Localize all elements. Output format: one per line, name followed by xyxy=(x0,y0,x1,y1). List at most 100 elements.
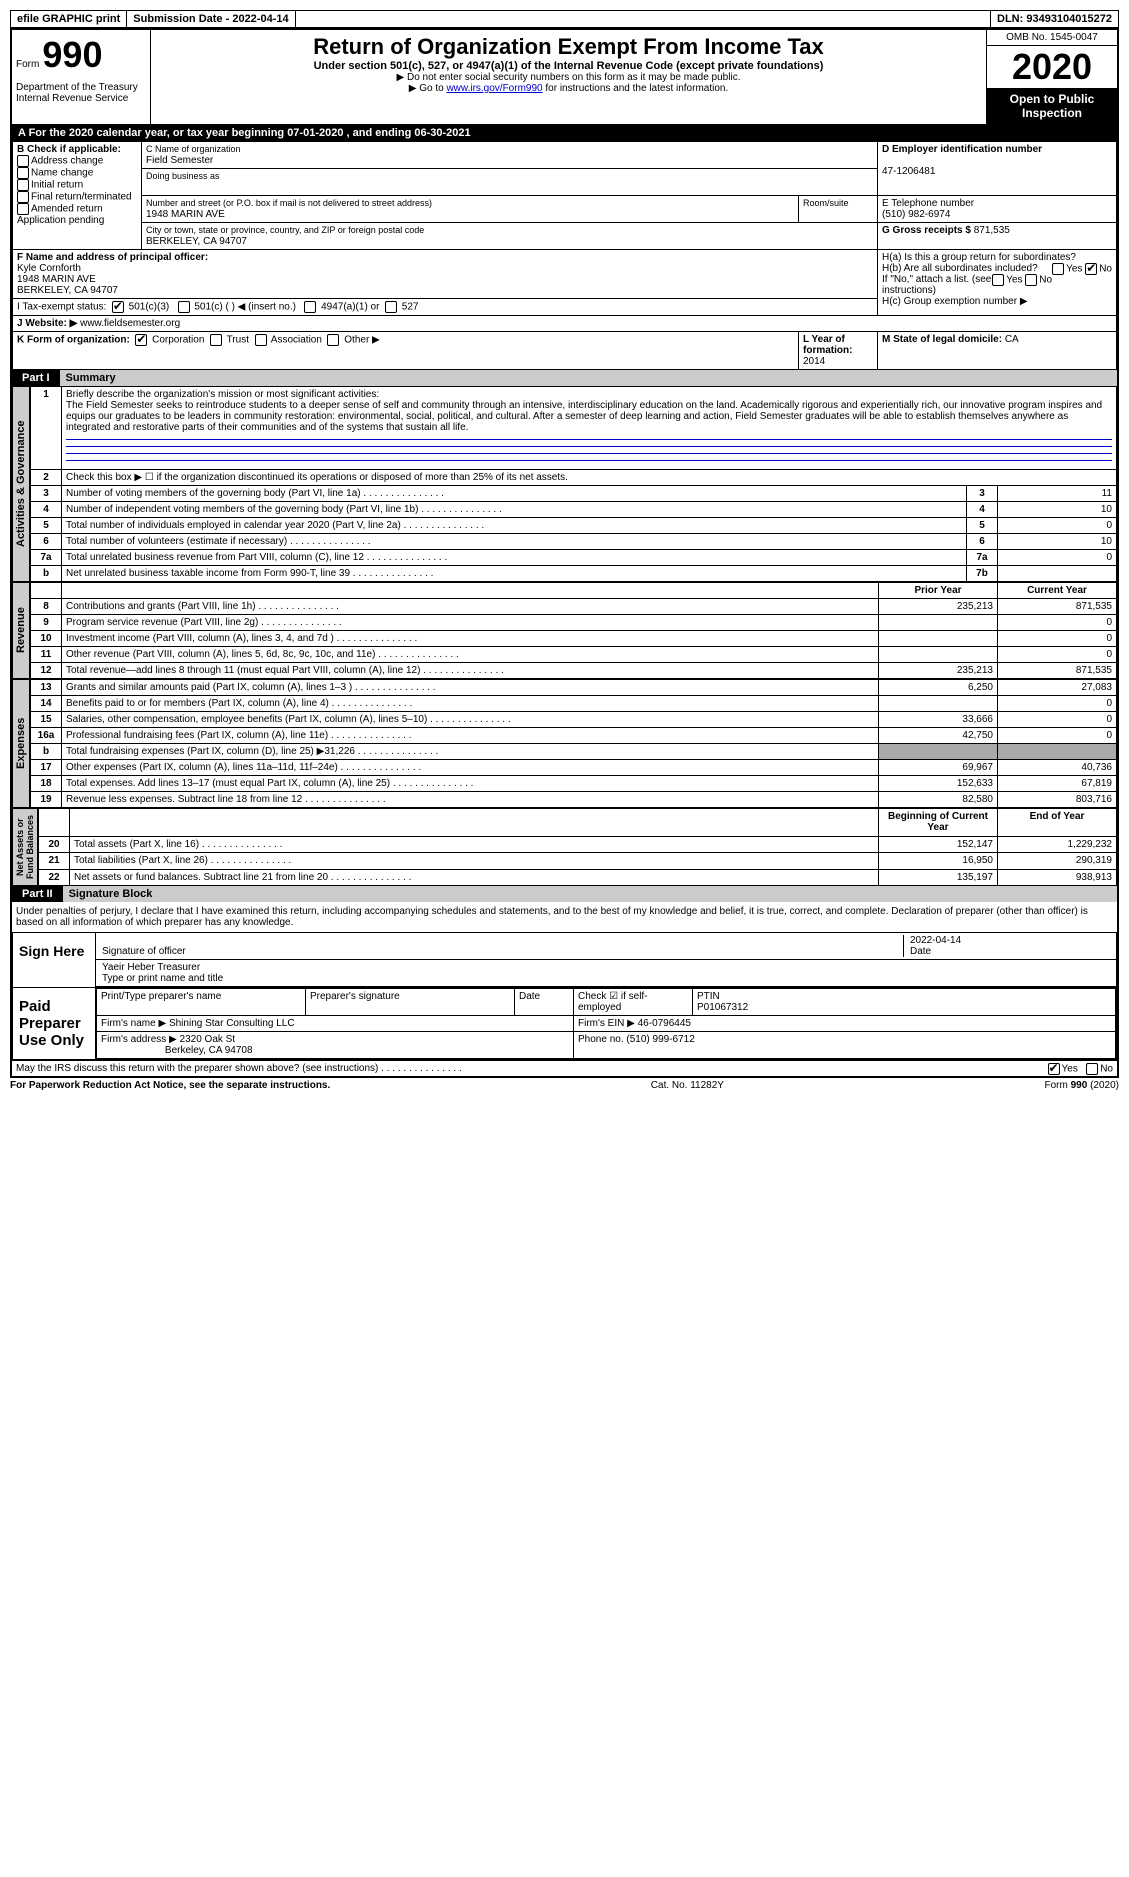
summary-row: 8Contributions and grants (Part VIII, li… xyxy=(31,599,1117,615)
col-begin: Beginning of Current Year xyxy=(888,811,988,833)
sign-here: Sign Here xyxy=(13,933,95,987)
summary-row: 12Total revenue—add lines 8 through 11 (… xyxy=(31,663,1117,679)
psig-label: Preparer's signature xyxy=(306,989,515,1016)
domicile: CA xyxy=(1005,334,1019,345)
col-end: End of Year xyxy=(1030,811,1085,822)
mission-label: Briefly describe the organization's miss… xyxy=(66,389,379,400)
officer-city: BERKELEY, CA 94707 xyxy=(17,285,118,296)
box-b-heading: B Check if applicable: xyxy=(17,144,121,155)
ha-label: H(a) Is this a group return for subordin… xyxy=(882,252,1076,263)
line2: Check this box ▶ ☐ if the organization d… xyxy=(62,470,1117,486)
summary-row: 13Grants and similar amounts paid (Part … xyxy=(31,680,1117,696)
hb-note: If "No," attach a list. (see instruction… xyxy=(882,274,991,296)
form-title: Return of Organization Exempt From Incom… xyxy=(155,34,982,60)
summary-row: 5Total number of individuals employed in… xyxy=(31,518,1117,534)
efile-label: efile GRAPHIC print xyxy=(11,11,127,27)
year-formation: 2014 xyxy=(803,356,825,367)
summary-row: 20Total assets (Part X, line 16)152,1471… xyxy=(39,836,1117,852)
sig-officer-label: Signature of officer xyxy=(102,946,186,957)
label-ein: D Employer identification number xyxy=(882,144,1042,155)
form-number: 990 xyxy=(42,34,102,75)
label-street: Number and street (or P.O. box if mail i… xyxy=(146,198,432,208)
submission-date: Submission Date - 2022-04-14 xyxy=(127,11,295,27)
officer-name: Kyle Cornforth xyxy=(17,263,81,274)
label-netassets: Net Assets or Fund Balances xyxy=(12,808,38,886)
discuss-label: May the IRS discuss this return with the… xyxy=(16,1063,462,1074)
city: BERKELEY, CA 94707 xyxy=(146,236,247,247)
form-subtitle: Under section 501(c), 527, or 4947(a)(1)… xyxy=(155,60,982,72)
hb-label: H(b) Are all subordinates included? xyxy=(882,263,1038,274)
label-exempt: I Tax-exempt status: xyxy=(17,302,106,313)
sig-date: 2022-04-14 xyxy=(910,935,961,946)
website: www.fieldsemester.org xyxy=(80,318,180,329)
summary-row: 6Total number of volunteers (estimate if… xyxy=(31,534,1117,550)
entity-info: B Check if applicable: Address change Na… xyxy=(12,141,1117,370)
department: Department of the Treasury Internal Reve… xyxy=(16,82,146,104)
part1-header: Part I Summary xyxy=(12,370,1117,386)
ein: 47-1206481 xyxy=(882,166,935,177)
firm-name: Shining Star Consulting LLC xyxy=(169,1018,295,1029)
sig-name-title: Yaeir Heber Treasurer xyxy=(102,962,200,973)
cat-no: Cat. No. 11282Y xyxy=(651,1080,724,1091)
label-org-name: C Name of organization xyxy=(146,144,241,154)
mission-text: The Field Semester seeks to reintroduce … xyxy=(66,400,1102,433)
label-room: Room/suite xyxy=(803,198,849,208)
summary-row: 18Total expenses. Add lines 13–17 (must … xyxy=(31,776,1117,792)
summary-row: 19Revenue less expenses. Subtract line 1… xyxy=(31,792,1117,808)
form-header: Form 990 Department of the Treasury Inte… xyxy=(12,30,1117,125)
summary-row: 14Benefits paid to or for members (Part … xyxy=(31,696,1117,712)
form-note1: ▶ Do not enter social security numbers o… xyxy=(155,72,982,83)
ptin: P01067312 xyxy=(697,1002,748,1013)
label-revenue: Revenue xyxy=(12,582,30,679)
perjury-text: Under penalties of perjury, I declare th… xyxy=(12,902,1117,933)
self-employed: Check ☑ if self-employed xyxy=(574,989,693,1016)
summary-row: 15Salaries, other compensation, employee… xyxy=(31,712,1117,728)
firm-city: Berkeley, CA 94708 xyxy=(165,1045,253,1056)
pname-label: Print/Type preparer's name xyxy=(97,989,306,1016)
label-year-formation: L Year of formation: xyxy=(803,334,852,356)
officer-street: 1948 MARIN AVE xyxy=(17,274,96,285)
tax-year: 2020 xyxy=(987,46,1117,88)
gross-receipts: 871,535 xyxy=(974,225,1010,236)
summary-row: 10Investment income (Part VIII, column (… xyxy=(31,631,1117,647)
pra-notice: For Paperwork Reduction Act Notice, see … xyxy=(10,1080,330,1091)
summary-row: 7aTotal unrelated business revenue from … xyxy=(31,550,1117,566)
label-expenses: Expenses xyxy=(12,679,30,808)
form-word: Form xyxy=(16,59,39,70)
hc-label: H(c) Group exemption number ▶ xyxy=(882,296,1028,307)
label-activities: Activities & Governance xyxy=(12,386,30,582)
summary-row: bTotal fundraising expenses (Part IX, co… xyxy=(31,744,1117,760)
open-inspection: Open to Public Inspection xyxy=(987,88,1117,124)
summary-row: 21Total liabilities (Part X, line 26)16,… xyxy=(39,853,1117,869)
omb: OMB No. 1545-0047 xyxy=(987,30,1117,46)
top-bar: efile GRAPHIC print Submission Date - 20… xyxy=(10,10,1119,28)
paid-preparer: Paid Preparer Use Only xyxy=(13,988,95,1059)
label-city: City or town, state or province, country… xyxy=(146,225,424,235)
label-domicile: M State of legal domicile: xyxy=(882,334,1002,345)
summary-row: bNet unrelated business taxable income f… xyxy=(31,566,1117,582)
label-officer: F Name and address of principal officer: xyxy=(17,252,208,263)
org-name: Field Semester xyxy=(146,155,213,166)
label-dba: Doing business as xyxy=(146,171,220,181)
street: 1948 MARIN AVE xyxy=(146,209,225,220)
summary-row: 9Program service revenue (Part VIII, lin… xyxy=(31,615,1117,631)
summary-row: 4Number of independent voting members of… xyxy=(31,502,1117,518)
label-form-org: K Form of organization: xyxy=(17,335,130,346)
label-gross: G Gross receipts $ xyxy=(882,225,971,236)
firm-phone: (510) 999-6712 xyxy=(626,1034,694,1045)
form-note2: ▶ Go to www.irs.gov/Form990 for instruct… xyxy=(155,83,982,94)
irs-link[interactable]: www.irs.gov/Form990 xyxy=(446,83,542,94)
col-current: Current Year xyxy=(1027,585,1087,596)
phone: (510) 982-6974 xyxy=(882,209,950,220)
summary-row: 22Net assets or fund balances. Subtract … xyxy=(39,869,1117,885)
footer: For Paperwork Reduction Act Notice, see … xyxy=(10,1078,1119,1093)
summary-row: 3Number of voting members of the governi… xyxy=(31,486,1117,502)
summary-row: 17Other expenses (Part IX, column (A), l… xyxy=(31,760,1117,776)
summary-row: 16aProfessional fundraising fees (Part I… xyxy=(31,728,1117,744)
label-phone: E Telephone number xyxy=(882,198,974,209)
col-prior: Prior Year xyxy=(914,585,961,596)
label-website: J Website: ▶ xyxy=(17,318,77,329)
part2-header: Part II Signature Block xyxy=(12,886,1117,902)
firm-ein: 46-0796445 xyxy=(638,1018,691,1029)
dln: DLN: 93493104015272 xyxy=(991,11,1118,27)
